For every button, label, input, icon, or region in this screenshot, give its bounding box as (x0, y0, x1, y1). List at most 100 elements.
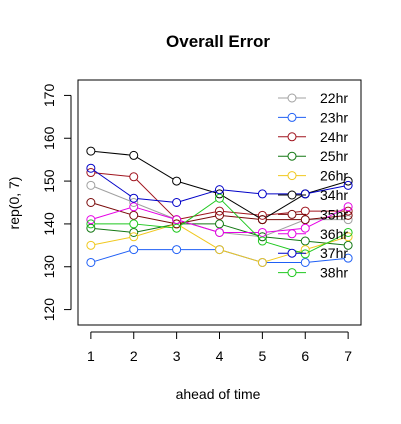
series-segment (94, 237, 130, 246)
data-point (172, 223, 182, 233)
x-axis: 1 2 3 4 5 6 7 (87, 331, 352, 364)
data-point (86, 215, 96, 225)
legend-marker (287, 171, 297, 181)
legend-marker (287, 112, 297, 122)
legend-item: 37hr (278, 245, 348, 261)
series-segment (94, 203, 131, 215)
y-axis-label: rep(0, 7) (6, 177, 22, 230)
plot-frame (77, 79, 362, 326)
data-point (86, 180, 96, 190)
data-point (343, 227, 353, 237)
data-point (129, 172, 139, 182)
legend-item: 23hr (278, 109, 348, 125)
series-segment (308, 208, 345, 227)
data-point (300, 236, 310, 246)
data-point (215, 219, 224, 229)
series-segment (94, 250, 131, 262)
x-tick-label: 6 (301, 348, 309, 364)
data-point (300, 249, 310, 259)
legend-marker (287, 268, 297, 278)
legend-item: 36hr (278, 226, 348, 242)
data-point (86, 198, 96, 207)
x-tick-label: 3 (173, 348, 181, 364)
data-point (86, 223, 96, 233)
legend-marker (287, 209, 297, 219)
series-segment (136, 179, 175, 218)
data-point (215, 185, 224, 195)
data-point (300, 206, 310, 216)
legend: 22hr 23hr 24hr 25hr 26hr 34hr 35hr 36hr 37hr 38hr (278, 90, 348, 281)
y-tick-label: 120 (41, 298, 57, 322)
data-point (86, 219, 96, 229)
series-segment (222, 195, 260, 219)
series-segment (137, 207, 173, 219)
series-36hr (86, 202, 353, 237)
series-segment (94, 172, 130, 177)
series-segment (137, 215, 173, 224)
legend-marker (287, 93, 297, 103)
series-segment (94, 186, 131, 202)
data-point (129, 219, 139, 229)
series-segment (136, 157, 174, 180)
series-segment (180, 181, 216, 194)
legend-item: 22hr (278, 90, 348, 106)
data-point (86, 240, 96, 250)
series-segment (223, 189, 259, 195)
data-point (257, 236, 267, 246)
series-layer (86, 146, 353, 267)
legend-marker (287, 151, 297, 161)
data-point (343, 232, 353, 242)
x-tick-label: 5 (258, 348, 266, 364)
series-segment (223, 215, 259, 220)
y-axis: 120 130 140 150 160 170 (41, 84, 72, 322)
y-tick-label: 170 (41, 84, 57, 108)
series-segment (137, 224, 173, 233)
data-point (172, 215, 182, 225)
data-point (343, 215, 353, 225)
legend-label: 37hr (320, 245, 348, 261)
series-segment (180, 220, 216, 232)
series-segment (93, 170, 131, 197)
x-axis-label: ahead of time (176, 386, 261, 402)
data-point (215, 210, 224, 220)
series-segment (94, 228, 130, 233)
series-segment (265, 220, 302, 236)
data-point (257, 189, 267, 199)
data-point (343, 202, 353, 212)
legend-item: 34hr (278, 187, 348, 203)
data-point (343, 176, 353, 186)
legend-label: 35hr (320, 206, 348, 222)
data-point (300, 215, 310, 225)
series-segment (223, 224, 259, 237)
data-point (129, 232, 139, 242)
series-segment (137, 198, 173, 203)
legend-label: 23hr (320, 109, 348, 125)
legend-label: 22hr (320, 90, 348, 106)
y-tick-label: 140 (41, 212, 57, 236)
data-point (86, 146, 96, 156)
series-24hr (86, 168, 353, 225)
legend-marker (287, 248, 297, 258)
series-segment (221, 200, 260, 239)
data-point (172, 198, 182, 207)
data-point (257, 210, 267, 220)
legend-item: 24hr (278, 129, 348, 145)
data-point (300, 223, 310, 233)
x-tick-label: 1 (87, 348, 95, 364)
series-segment (180, 190, 216, 202)
y-tick-label: 160 (41, 126, 57, 150)
data-point (86, 168, 96, 178)
series-segment (94, 151, 130, 156)
data-point (343, 210, 353, 220)
data-point (129, 198, 139, 207)
series-37hr (86, 163, 353, 207)
data-point (343, 240, 353, 250)
legend-label: 26hr (320, 168, 348, 184)
legend-label: 36hr (320, 226, 348, 242)
data-point (86, 163, 96, 173)
data-point (300, 189, 310, 199)
legend-item: 25hr (278, 148, 348, 164)
legend-item: 35hr (278, 206, 348, 222)
data-point (129, 245, 139, 255)
series-segment (94, 207, 131, 219)
